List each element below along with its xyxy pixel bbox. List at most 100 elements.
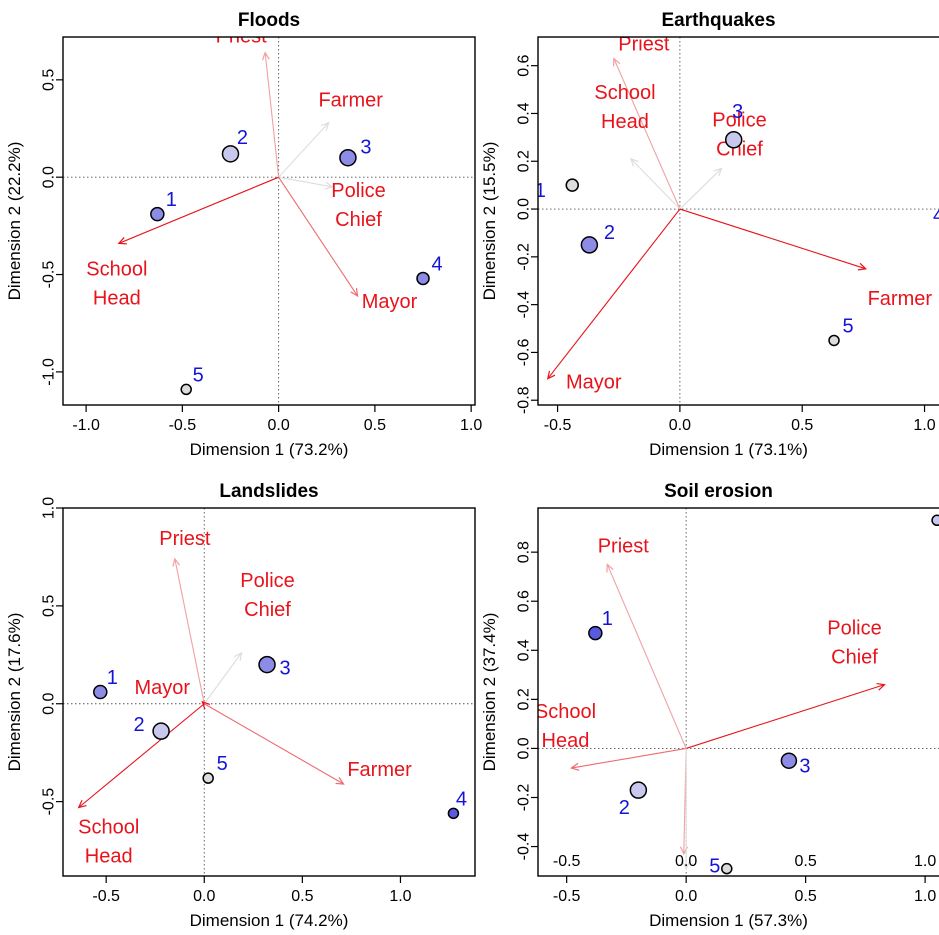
variable-arrow xyxy=(547,208,681,380)
data-point xyxy=(447,807,460,820)
variable-arrow xyxy=(613,58,681,210)
y-tick-label: 0.6 xyxy=(516,590,533,612)
plot-frame xyxy=(537,36,939,406)
point-label: 3 xyxy=(799,756,810,778)
variable-arrow xyxy=(606,564,687,749)
point-label: 4 xyxy=(431,253,442,275)
data-point xyxy=(202,772,214,784)
x-axis-label: Dimension 1 (73.1%) xyxy=(649,440,808,459)
x-tick-label: 1.0 xyxy=(913,417,935,434)
x-tick-label: 0.5 xyxy=(791,417,813,434)
x-tick-label: -0.5 xyxy=(92,888,120,905)
arrow-head xyxy=(201,700,211,710)
variable-arrow xyxy=(203,703,344,785)
inner-axis-label: 0.0 xyxy=(675,853,697,870)
arrow-head xyxy=(876,682,886,691)
point-label: 1 xyxy=(602,608,613,630)
data-point xyxy=(93,684,108,700)
x-tick-label: -0.5 xyxy=(544,417,572,434)
x-tick-label: 0.5 xyxy=(795,888,817,905)
data-point xyxy=(724,131,743,149)
y-axis-label: Dimension 2 (37.4%) xyxy=(480,613,499,772)
arrow-head xyxy=(261,51,270,61)
data-point xyxy=(150,206,165,222)
data-point xyxy=(565,178,579,192)
variable-arrow xyxy=(264,52,280,178)
data-point xyxy=(416,271,430,286)
x-tick-label: -0.5 xyxy=(169,417,197,434)
plot-frame xyxy=(537,507,939,877)
x-tick-label: 1.0 xyxy=(914,888,936,905)
y-tick-label: 0.0 xyxy=(516,198,533,220)
arrow-head xyxy=(682,861,691,871)
data-point xyxy=(828,334,840,347)
variable-label: Farmer xyxy=(690,878,755,900)
y-tick-label: -0.2 xyxy=(516,784,533,812)
x-tick-label: 0.5 xyxy=(291,888,313,905)
variable-label: Police Chief xyxy=(827,618,881,669)
y-tick-label: 0.6 xyxy=(516,54,533,76)
inner-axis-label: -0.5 xyxy=(553,853,581,870)
x-tick-label: 0.5 xyxy=(364,417,386,434)
variable-label: Priest xyxy=(159,528,211,550)
data-point xyxy=(180,383,192,396)
x-tick-label: -0.5 xyxy=(553,888,581,905)
y-tick-label: 0.0 xyxy=(41,166,58,188)
data-point xyxy=(721,862,733,875)
point-label: 4 xyxy=(933,205,939,227)
y-tick-label: -0.5 xyxy=(41,261,58,289)
variable-label: Mayor xyxy=(566,372,622,394)
variable-arrow xyxy=(174,558,205,704)
point-label: 3 xyxy=(732,101,743,123)
variable-arrow xyxy=(679,168,722,210)
variable-arrow xyxy=(685,684,885,749)
point-label: 1 xyxy=(535,180,546,202)
point-label: 5 xyxy=(842,315,853,337)
y-tick-label: -0.6 xyxy=(516,339,533,367)
y-tick-label: -0.2 xyxy=(516,243,533,271)
inner-axis-label: 1.0 xyxy=(914,853,936,870)
y-tick-label: 0.5 xyxy=(41,595,58,617)
point-label: 2 xyxy=(237,127,248,149)
variable-arrow xyxy=(571,747,687,769)
point-label: 1 xyxy=(107,667,118,689)
arrow-head xyxy=(570,762,580,771)
variable-label: Police Chief xyxy=(331,180,385,231)
variable-arrow xyxy=(118,176,279,244)
arrow-head xyxy=(234,651,243,661)
panel-3: Landslides Priest Police Chief Mayor School He… xyxy=(5,481,476,930)
data-point xyxy=(221,145,240,163)
arrow-head xyxy=(172,557,181,567)
arrow-head xyxy=(117,237,127,245)
variable-arrow xyxy=(278,176,333,188)
x-tick-label: 1.0 xyxy=(460,417,482,434)
panel-title: Landslides xyxy=(219,481,318,502)
point-label: 3 xyxy=(279,658,290,680)
data-point xyxy=(339,148,357,167)
x-tick-label: 0.0 xyxy=(669,417,691,434)
variable-arrow xyxy=(203,652,242,705)
point-label: 5 xyxy=(193,364,204,386)
plot-area: Priest Farmer Police Chief School Head Mayor 1 2… xyxy=(63,26,475,405)
arrow-head xyxy=(335,777,345,785)
arrow-head xyxy=(546,370,556,380)
data-point xyxy=(152,722,170,740)
x-axis-label: Dimension 1 (73.2%) xyxy=(190,440,349,459)
arrow-head xyxy=(713,167,723,177)
point-label: 3 xyxy=(360,137,371,159)
y-tick-label: -0.4 xyxy=(516,291,533,319)
x-axis-label: Dimension 1 (57.3%) xyxy=(649,911,808,930)
y-tick-label: 0.4 xyxy=(516,639,533,661)
panel-title: Soil erosion xyxy=(664,481,773,502)
variable-label: School Head xyxy=(86,258,147,309)
variable-label: Farmer xyxy=(347,759,412,781)
y-tick-label: 0.4 xyxy=(516,102,533,124)
arrow-head xyxy=(321,121,330,131)
variable-arrow xyxy=(278,122,330,178)
point-label: 4 xyxy=(456,788,467,810)
variable-label: Mayor xyxy=(135,677,191,699)
variable-label: Priest xyxy=(216,26,268,48)
point-label: 2 xyxy=(619,797,630,819)
data-point xyxy=(258,655,276,674)
